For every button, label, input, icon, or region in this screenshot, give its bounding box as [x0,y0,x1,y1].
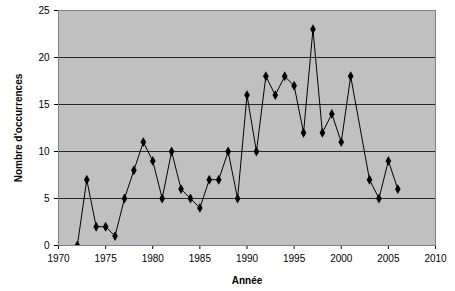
svg-text:1975: 1975 [95,253,118,264]
svg-text:1985: 1985 [189,253,212,264]
svg-text:Année: Année [232,275,263,286]
svg-text:15: 15 [38,99,50,110]
svg-text:5: 5 [44,193,50,204]
svg-text:1990: 1990 [236,253,259,264]
svg-text:1995: 1995 [283,253,306,264]
svg-text:1970: 1970 [47,253,70,264]
svg-text:2010: 2010 [424,253,447,264]
svg-text:0: 0 [44,240,50,251]
svg-text:10: 10 [38,146,50,157]
svg-text:1980: 1980 [142,253,165,264]
svg-text:Nombre d'occurrences: Nombre d'occurrences [13,73,24,182]
svg-text:2005: 2005 [377,253,400,264]
svg-text:2000: 2000 [330,253,353,264]
svg-text:20: 20 [38,52,50,63]
svg-text:25: 25 [38,5,50,16]
